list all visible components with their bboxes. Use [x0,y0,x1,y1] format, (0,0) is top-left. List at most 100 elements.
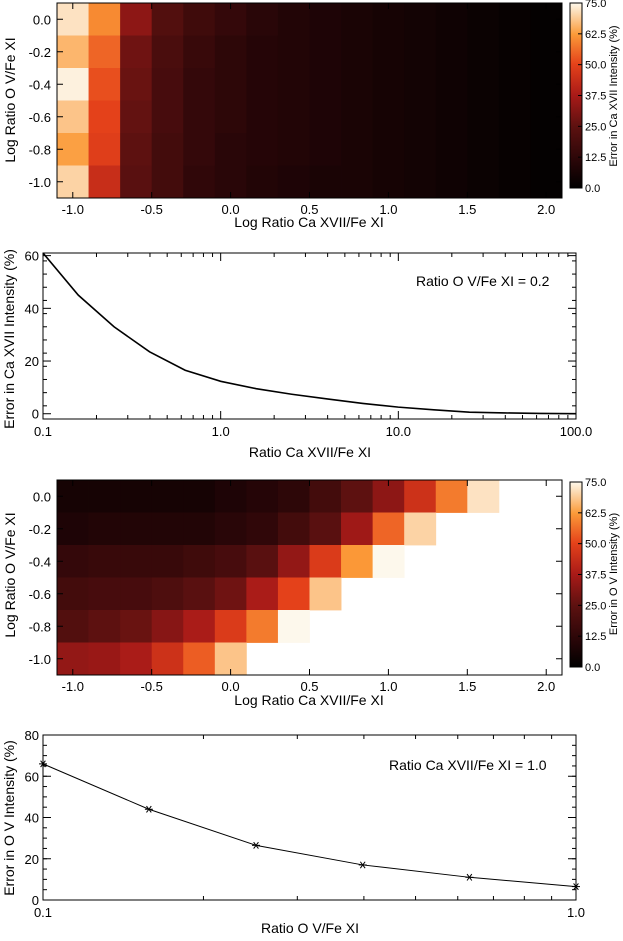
heatmap-cell [435,35,468,69]
heatmap-cell [467,133,500,166]
data-point-marker [572,883,580,891]
heatmap-cell [372,512,405,546]
panel-3-xlabel: Log Ratio Ca XVII/Fe XI [234,692,383,708]
colorbar-tick-label: 12.5 [585,152,606,164]
heatmap-cell [183,545,216,578]
heatmap-cell [183,512,216,546]
heatmap-cell [246,100,279,134]
y-tick-label: -0.8 [29,142,51,157]
heatmap-cell [277,512,310,546]
colorbar-tick-label: 25.0 [585,121,606,133]
heatmap-cell [246,35,279,69]
panel-3-ylabel: Log Ratio O V/Fe XI [2,512,18,637]
heatmap-cell [341,3,374,36]
panel-2-lineplot-ca: 0.1 1.0 10.0 100.0 0 20 40 60 Ratio O V/Fe XI =… [1,249,592,460]
x-tick-label: 1.0 [379,202,397,217]
heatmap-cell [246,3,279,36]
heatmap-cell [467,68,500,101]
heatmap-cell [372,35,405,69]
data-point-marker [144,805,153,813]
heatmap-cell [277,35,310,69]
data-point-marker [252,841,261,849]
panel-4-ticks: 0.1 1.0 0 20 40 60 80 [25,728,586,920]
colorbar-tick-label: 25.0 [585,600,606,612]
panel-1-xlabel: Log Ratio Ca XVII/Fe XI [234,214,383,230]
y-tick-label: 0 [32,407,39,422]
panel-2-ticks: 0.1 1.0 10.0 100.0 0 20 40 60 [25,249,593,439]
heatmap-cell [498,100,531,134]
heatmap-cell [372,133,405,166]
heatmap-cell [246,512,279,546]
heatmap-cell [341,35,374,69]
x-tick-label: 1.5 [458,679,476,694]
panel-3-heatmap-ov: -1.0 -0.5 0.0 0.5 1.0 1.5 2.0 0.0 -0.2 -0.4 -0.6 -0… [2,477,620,708]
heatmap-cell [309,3,342,36]
heatmap-cell [151,610,184,643]
heatmap-cell [277,68,310,101]
heatmap-cell [214,577,247,611]
panel-4-ylabel: Error in O V Intensity (%) [1,740,17,896]
panel-3-colorbar-label: Error in O V Intensity (%) [608,513,620,635]
data-point-marker [358,861,367,869]
heatmap-cell [372,68,405,101]
heatmap-cell [341,512,374,546]
panel-2-ylabel: Error in Ca XVII Intensity (%) [1,249,17,429]
heatmap-cell [214,35,247,69]
colorbar-tick-label: 37.5 [585,91,606,103]
heatmap-cell [151,100,184,134]
x-tick-label: -1.0 [62,679,84,694]
heatmap-cell [277,480,310,513]
x-tick-label: -0.5 [140,679,162,694]
data-point-marker [465,873,474,881]
heatmap-cell [498,133,531,166]
heatmap-cell [404,512,437,546]
marker-stroke [466,873,473,881]
y-tick-label: -0.6 [29,110,51,125]
heatmap-cell [246,480,279,513]
x-tick-label: 0.1 [34,424,52,439]
heatmap-cell [404,68,437,101]
heatmap-cell [120,3,153,36]
heatmap-cell [435,68,468,101]
x-tick-label: 0.5 [300,202,318,217]
heatmap-cell [183,68,216,101]
heatmap-cell [246,133,279,166]
heatmap-cell [435,165,468,199]
heatmap-cell [151,480,184,513]
panel-3-cells [57,480,500,676]
panel-1-colorbar-ticks: 0.0 12.5 25.0 37.5 50.0 62.5 75.0 [578,0,606,195]
heatmap-cell [183,577,216,611]
colorbar-tick-label: 75.0 [585,0,606,10]
heatmap-cell [214,610,247,643]
y-tick-label: -0.4 [29,77,51,92]
heatmap-cell [88,3,121,36]
colorbar-tick-label: 75.0 [585,477,606,489]
heatmap-cell [309,68,342,101]
heatmap-cell [309,480,342,513]
heatmap-cell [341,545,374,578]
x-tick-label: 0.1 [34,905,52,920]
heatmap-cell [309,100,342,134]
x-tick-label: 0.5 [300,679,318,694]
heatmap-cell [120,133,153,166]
heatmap-cell [88,577,121,611]
heatmap-cell [467,100,500,134]
y-tick-label: -1.0 [29,175,51,190]
heatmap-cell [120,545,153,578]
heatmap-cell [277,545,310,578]
colorbar-tick-label: 62.5 [585,508,606,520]
heatmap-cell [277,3,310,36]
y-tick-label: -0.8 [29,619,51,634]
heatmap-cell [183,642,216,676]
heatmap-cell [88,545,121,578]
heatmap-cell [246,577,279,611]
marker-stroke [40,760,46,768]
heatmap-cell [309,165,342,199]
heatmap-cell [277,610,310,643]
heatmap-cell [467,165,500,199]
heatmap-cell [277,165,310,199]
heatmap-cell [372,100,405,134]
heatmap-cell [214,100,247,134]
heatmap-cell [151,165,184,199]
